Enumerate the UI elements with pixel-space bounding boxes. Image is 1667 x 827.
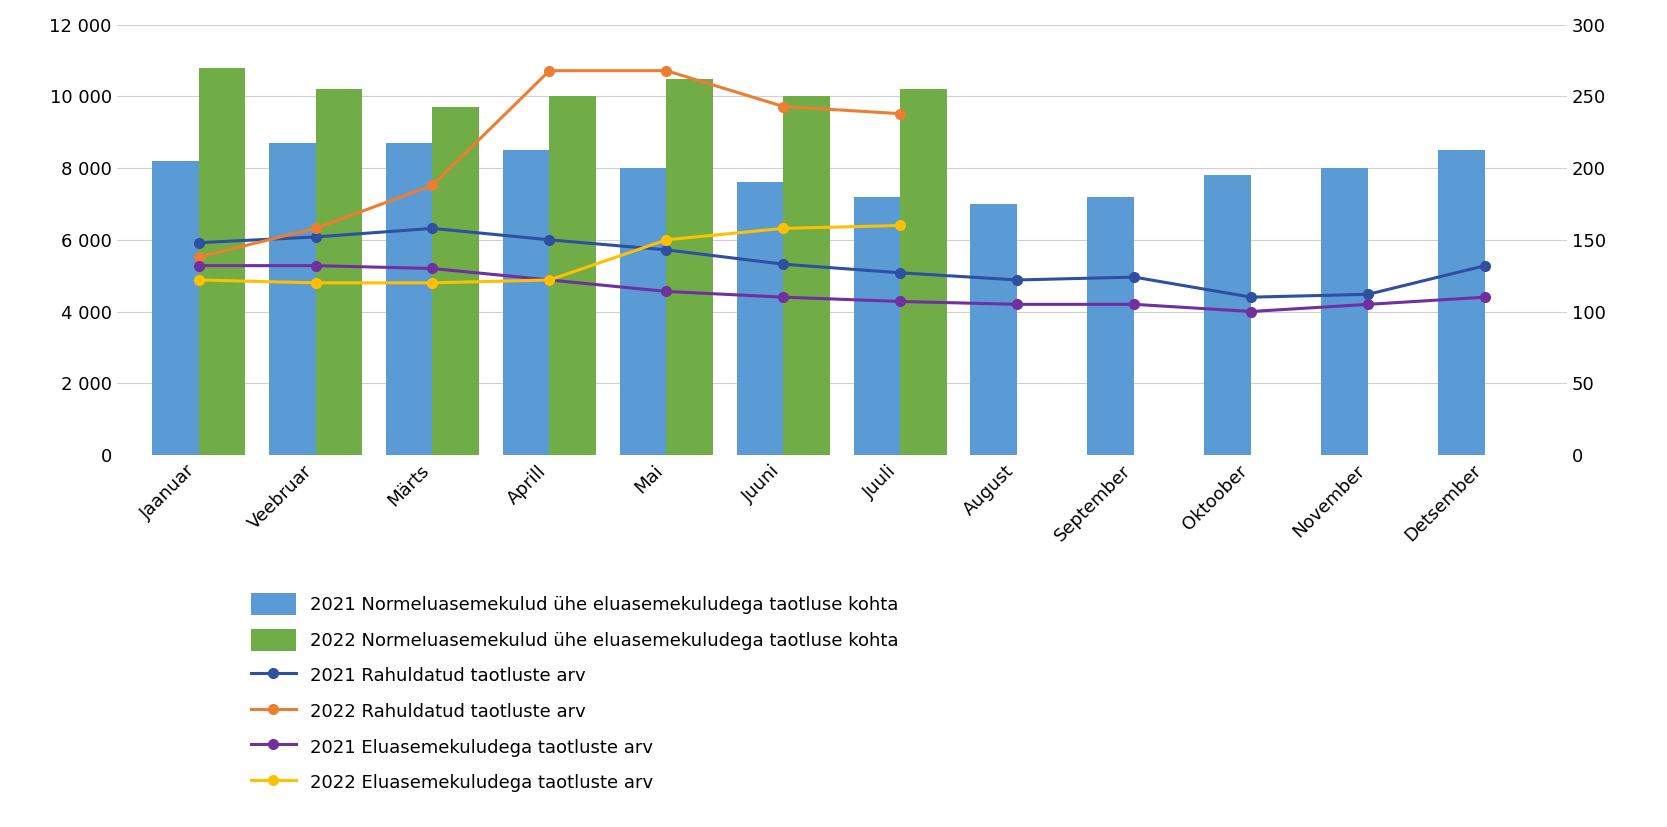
Bar <box>1322 168 1369 455</box>
Bar <box>783 97 830 455</box>
Bar <box>268 143 315 455</box>
Bar <box>198 68 245 455</box>
Bar <box>432 108 480 455</box>
Bar <box>900 89 947 455</box>
Bar <box>1439 151 1485 455</box>
Bar <box>503 151 550 455</box>
Bar <box>152 161 198 455</box>
Legend: 2021 Normeluasemekulud ühe eluasemekuludega taotluse kohta, 2022 Normeluasemekul: 2021 Normeluasemekulud ühe eluasemekulud… <box>242 585 909 802</box>
Bar <box>385 143 432 455</box>
Bar <box>315 89 362 455</box>
Bar <box>667 79 713 455</box>
Bar <box>1087 197 1134 455</box>
Bar <box>854 197 900 455</box>
Bar <box>970 204 1017 455</box>
Bar <box>737 183 783 455</box>
Bar <box>550 97 597 455</box>
Bar <box>620 168 667 455</box>
Bar <box>1205 175 1252 455</box>
